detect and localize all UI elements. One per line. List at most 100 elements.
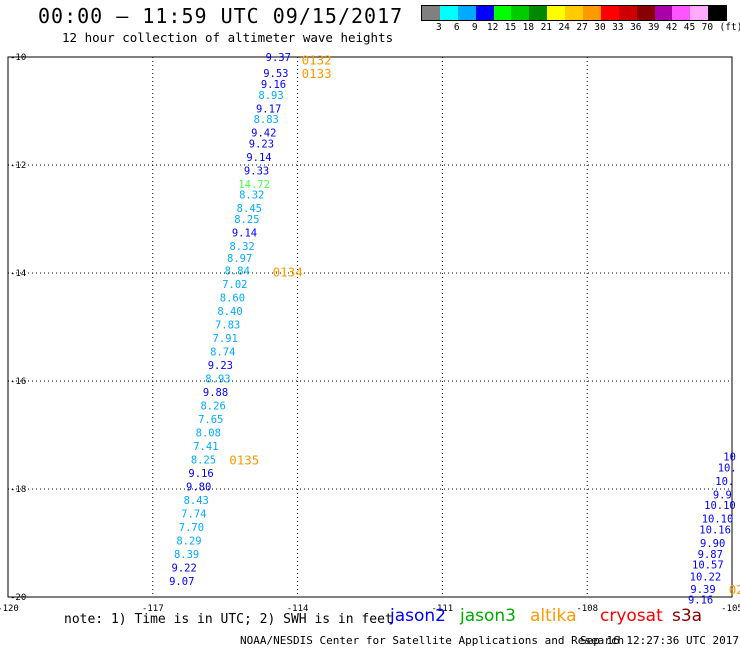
- swh-value: 9.07: [169, 576, 194, 588]
- swh-value: 10.16: [699, 525, 731, 537]
- legend-label: 12: [486, 22, 499, 33]
- swh-value: 9.53: [263, 68, 288, 80]
- lat-tick-label: -12: [10, 161, 26, 171]
- swh-value: 7.70: [179, 522, 204, 534]
- swh-value: 8.60: [220, 292, 245, 304]
- map-title: 00:00 – 11:59 UTC 09/15/2017: [38, 4, 404, 28]
- lon-tick-label: -117: [142, 604, 164, 614]
- legend-label: 27: [576, 22, 588, 33]
- legend-swatch: [511, 6, 530, 20]
- lat-tick-label: -14: [10, 269, 26, 279]
- lon-tick-label: -111: [432, 604, 454, 614]
- swh-value: 8.25: [234, 214, 259, 226]
- legend-label: 36: [630, 22, 642, 33]
- swh-value: 9.23: [208, 360, 233, 372]
- swh-value: 9.16: [688, 595, 713, 607]
- pass-time-label: 0132: [302, 53, 332, 68]
- swh-value: 7.91: [213, 333, 238, 345]
- swh-value: 10.22: [690, 571, 722, 583]
- lon-tick-label: -114: [287, 604, 309, 614]
- pass-time-label: 0134: [273, 264, 303, 279]
- swh-value: 10.: [715, 476, 734, 488]
- lat-tick-label: -10: [10, 53, 26, 63]
- credit-line: NOAA/NESDIS Center for Satellite Applica…: [240, 634, 625, 647]
- legend-swatch: [457, 6, 476, 20]
- swh-value: 9.16: [188, 468, 213, 480]
- legend-swatch: [439, 6, 458, 20]
- swh-value: 8.93: [205, 373, 230, 385]
- swh-value: 7.65: [198, 414, 223, 426]
- legend-swatch: [565, 6, 584, 20]
- swh-value: 9.90: [700, 538, 725, 550]
- swh-value: 8.74: [210, 346, 235, 358]
- legend-swatch: [529, 6, 548, 20]
- swh-value: 8.43: [184, 495, 209, 507]
- map-frame: [7, 56, 733, 598]
- legend-swatch: [618, 6, 637, 20]
- pass-time-label: 02: [729, 582, 740, 597]
- legend-swatch: [493, 6, 512, 20]
- legend-swatch: [672, 6, 691, 20]
- legend-swatch: [547, 6, 566, 20]
- swh-value: 9.88: [203, 387, 228, 399]
- track-points: 9.379.539.168.939.178.839.429.239.149.33…: [169, 52, 737, 607]
- lon-tick-label: -108: [576, 604, 598, 614]
- swh-value: 9.87: [698, 549, 723, 561]
- swh-value: 10: [723, 452, 736, 464]
- legend-label: 24: [558, 22, 570, 33]
- legend-label: 33: [612, 22, 624, 33]
- swh-value: 9.16: [261, 79, 286, 91]
- lat-tick-label: -16: [10, 377, 26, 387]
- satellite-cryosat: cryosat: [600, 606, 663, 626]
- lon-tick-label: -120: [0, 604, 19, 614]
- swh-value: 7.74: [181, 508, 206, 520]
- legend-swatch: [636, 6, 655, 20]
- footnote: note: 1) Time is in UTC; 2) SWH is in fe…: [64, 612, 393, 627]
- generated-timestamp: Sep 16 12:27:36 UTC 2017: [580, 634, 739, 647]
- legend-swatch: [708, 6, 727, 20]
- lat-tick-label: -18: [10, 485, 26, 495]
- swh-value: 9.14: [246, 152, 271, 164]
- legend-label: 70: [701, 22, 714, 33]
- swh-value: 8.08: [196, 427, 221, 439]
- legend-label: 3: [436, 22, 442, 33]
- swh-value: 14.72: [238, 179, 270, 191]
- swh-value: 9.23: [249, 138, 274, 150]
- swh-value: 9.42: [251, 128, 276, 140]
- swh-value: 7.83: [215, 319, 240, 331]
- swh-value: 9.37: [266, 52, 291, 64]
- legend-label: 9: [471, 22, 478, 33]
- legend-label: 39: [647, 22, 660, 33]
- legend-label: 15: [504, 22, 517, 33]
- lat-tick-label: -20: [10, 593, 26, 603]
- swh-value: 8.97: [227, 253, 252, 265]
- swh-value: 10.57: [692, 560, 724, 572]
- legend-swatch: [600, 6, 619, 20]
- legend-label: 6: [453, 22, 460, 33]
- legend-swatch: [475, 6, 494, 20]
- legend-swatch: [690, 6, 709, 20]
- swh-value: 8.26: [200, 400, 225, 412]
- axis-ticks: -120 -117 -114 -111 -108 -105 -10 -12 -14 -16 -18 -…: [0, 53, 740, 614]
- satellite-altika: altika: [530, 606, 577, 626]
- legend-swatch: [422, 6, 440, 20]
- pass-time-label: 0133: [302, 66, 332, 81]
- swh-value: 7.41: [193, 441, 218, 453]
- legend-label: 45: [683, 22, 696, 33]
- swh-value: 7.02: [222, 279, 247, 291]
- legend-label: 18: [522, 22, 535, 33]
- legend-swatch: [583, 6, 601, 20]
- swh-value: 8.32: [229, 241, 254, 253]
- legend-unit: (ft): [719, 22, 740, 33]
- swh-value: 8.25: [191, 454, 216, 466]
- legend-label: 30: [594, 22, 606, 33]
- swh-value: 8.84: [225, 265, 250, 277]
- swh-value: 9.17: [256, 103, 281, 115]
- swh-value: 10.10: [702, 514, 734, 526]
- swh-value: 9.22: [172, 562, 197, 574]
- swh-value: 8.45: [237, 203, 262, 215]
- satellite-jason3: jason3: [460, 606, 516, 626]
